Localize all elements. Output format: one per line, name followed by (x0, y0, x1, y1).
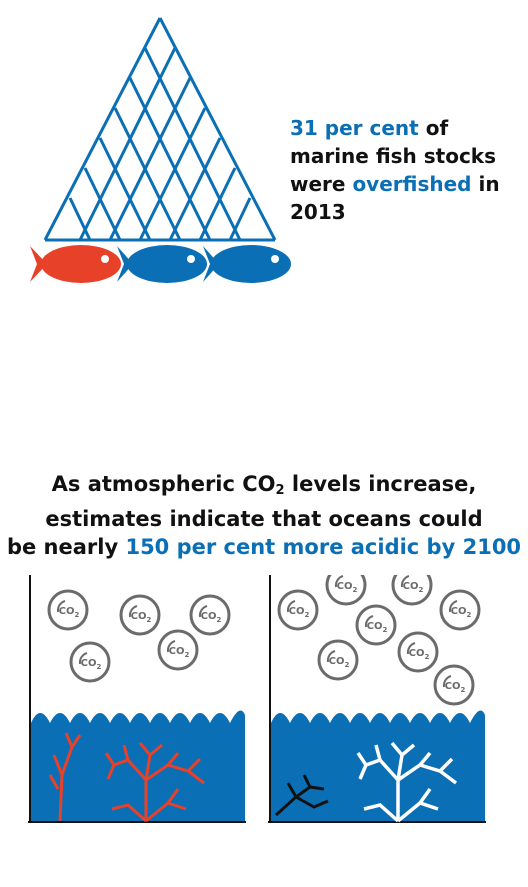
co2-bubble-icon: CO2 (47, 589, 89, 631)
ocean-panel-future: CO2 CO2 CO2 CO2 CO2 CO2 CO2 CO2 (268, 575, 486, 823)
coral-icon (48, 732, 205, 823)
acid-fact-line-1: As atmospheric CO2 levels increase, (51, 472, 477, 498)
fish-fact-text-2: in 2013 (290, 172, 500, 224)
co2-bubble-label: CO2 (337, 581, 358, 594)
fish-fact-text-1: of marine fish stocks were (290, 116, 497, 196)
fish-fact-highlight-2: overfished (352, 172, 472, 196)
fishing-net-illustration (30, 17, 291, 283)
co2-bubble-icon: CO2 (439, 589, 481, 631)
acid-fact-text: As atmospheric CO2 levels increase, esti… (0, 470, 528, 561)
coral-icon (274, 774, 329, 817)
red-fish-icon (30, 245, 121, 283)
fish-fact-highlight-1: 31 per cent (290, 116, 419, 140)
acid-fact-line-2: estimates indicate that oceans could (45, 507, 483, 531)
fish-fact-text: 31 per cent of marine fish stocks were o… (290, 114, 520, 226)
co2-bubble-icon: CO2 (189, 594, 231, 636)
co2-bubble-icon: CO2 (157, 629, 199, 671)
co2-bubble-label: CO2 (329, 656, 350, 669)
co2-bubble-icon: CO2 (397, 631, 439, 673)
co2-bubble-icon: CO2 (391, 575, 433, 606)
co2-bubble-label: CO2 (445, 681, 466, 694)
co2-bubble-label: CO2 (169, 646, 190, 659)
acid-fact-line-3: be nearly 150 per cent more acidic by 21… (6, 535, 522, 559)
blue-fish-icon (117, 245, 207, 283)
co2-bubble-icon: CO2 (317, 639, 359, 681)
co2-bubble-label: CO2 (289, 606, 310, 619)
co2-bubble-icon: CO2 (277, 589, 319, 631)
co2-bubble-label: CO2 (367, 621, 388, 634)
wave-icon (31, 710, 245, 821)
wave-icon (271, 710, 485, 821)
co2-bubble-label: CO2 (59, 606, 80, 619)
co2-bubble-icon: CO2 (355, 604, 397, 646)
co2-bubble-label: CO2 (451, 606, 472, 619)
co2-bubble-label: CO2 (131, 611, 152, 624)
coral-icon (356, 741, 458, 823)
ocean-panel-present: CO2 CO2 CO2 CO2 CO2 (28, 575, 246, 823)
co2-bubble-label: CO2 (81, 658, 102, 671)
co2-bubble-label: CO2 (409, 648, 430, 661)
co2-bubble-label: CO2 (201, 611, 222, 624)
co2-bubble-icon: CO2 (119, 594, 161, 636)
co2-bubble-icon: CO2 (69, 641, 111, 683)
fishing-net-icon (43, 17, 277, 242)
co2-bubble-icon: CO2 (433, 664, 475, 706)
blue-fish-icon (203, 245, 291, 283)
co2-bubble-icon: CO2 (325, 575, 367, 606)
co2-bubble-label: CO2 (403, 581, 424, 594)
